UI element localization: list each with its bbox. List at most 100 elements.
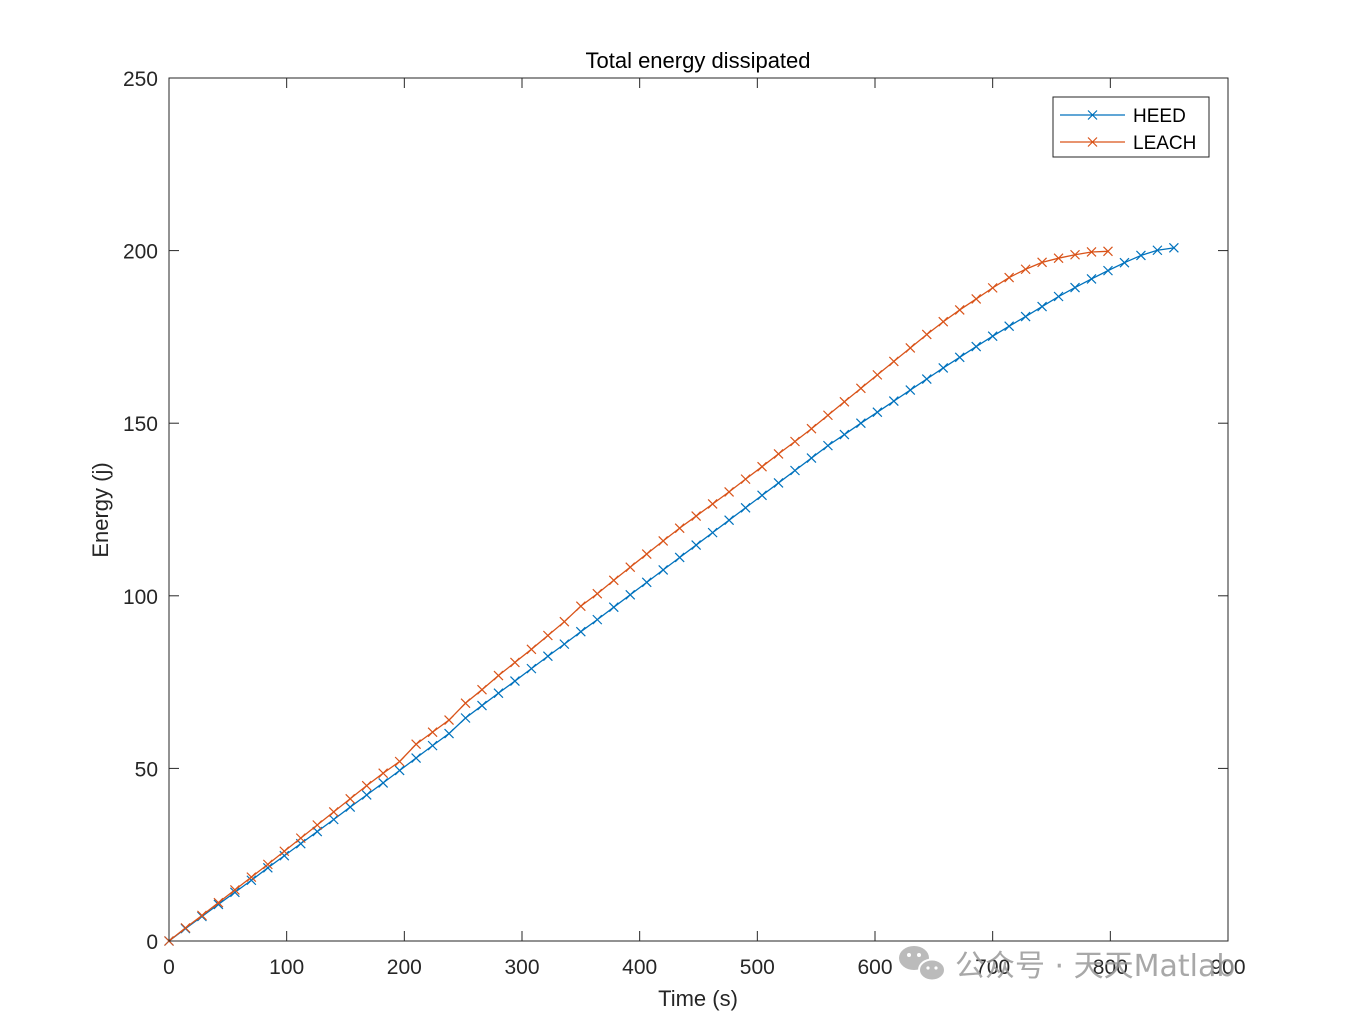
data-point-heed [905, 385, 916, 395]
data-point-heed [378, 777, 389, 788]
series-leach [164, 246, 1113, 946]
data-point-heed [559, 639, 570, 650]
data-point-leach [592, 588, 603, 599]
data-point-leach [444, 715, 454, 725]
legend-marker-sample [1087, 110, 1098, 120]
data-point-leach [740, 474, 751, 485]
x-tick-label: 800 [1093, 956, 1128, 979]
legend-label: LEACH [1133, 133, 1196, 154]
plot-area [169, 78, 1228, 941]
y-tick-label: 100 [123, 586, 158, 609]
data-point-heed [773, 477, 784, 488]
data-point-leach [477, 684, 487, 695]
data-point-leach [1020, 264, 1031, 275]
data-point-heed [526, 663, 537, 674]
data-point-heed [1152, 245, 1163, 256]
data-point-heed [855, 418, 866, 429]
data-point-leach [1103, 246, 1113, 257]
data-point-heed [262, 862, 273, 873]
y-tick-label: 250 [123, 68, 158, 91]
data-point-leach [229, 884, 240, 895]
data-point-heed [246, 875, 257, 886]
tick-layer: 0 100 200 300 400 500 600 700 800 900 0 50 100 150 200… [123, 68, 1246, 979]
data-point-leach [197, 910, 207, 921]
data-point-heed [921, 374, 932, 384]
data-point-heed [444, 728, 454, 739]
x-tick-label: 300 [504, 956, 539, 979]
data-point-leach [1004, 272, 1015, 283]
data-point-heed [1004, 321, 1015, 332]
data-point-leach [213, 897, 224, 908]
data-point-leach [625, 562, 636, 573]
data-point-heed [1037, 301, 1048, 312]
data-point-leach [773, 448, 784, 459]
data-point-heed [1020, 311, 1031, 322]
data-point-heed [872, 407, 883, 418]
data-point-leach [905, 343, 916, 353]
data-point-leach [971, 294, 982, 304]
data-point-heed [460, 713, 471, 723]
x-tick-label: 400 [622, 956, 657, 979]
data-point-leach [806, 423, 817, 434]
x-tick-label: 900 [1210, 956, 1245, 979]
legend-item-leach: LEACH [1060, 133, 1196, 154]
data-point-heed [575, 626, 586, 637]
data-point-heed [938, 363, 949, 373]
data-point-heed [691, 540, 702, 550]
data-point-leach [312, 820, 323, 830]
data-point-leach [707, 499, 718, 509]
data-point-heed [542, 651, 553, 662]
data-point-heed [279, 850, 290, 861]
data-point-leach [542, 630, 553, 641]
data-point-leach [641, 549, 652, 559]
series-layer [164, 242, 1179, 946]
data-point-heed [213, 899, 224, 910]
watermark: 公众号 · 天天Matlab [899, 946, 1235, 984]
data-point-heed [757, 490, 767, 501]
x-tick-label: 500 [740, 956, 775, 979]
data-point-leach [658, 535, 669, 546]
y-tick-label: 200 [123, 241, 158, 264]
data-point-leach [262, 859, 273, 870]
data-point-heed [740, 502, 751, 513]
data-point-leach [345, 793, 356, 804]
data-point-heed [888, 396, 899, 407]
data-point-leach [180, 922, 191, 933]
watermark-text: 公众号 · 天天Matlab [955, 949, 1235, 984]
data-point-leach [1086, 247, 1097, 257]
y-tick-label: 0 [146, 931, 158, 954]
data-point-heed [1168, 242, 1179, 253]
data-point-leach [938, 316, 949, 327]
data-point-leach [608, 575, 619, 586]
data-point-leach [559, 616, 570, 627]
data-point-heed [608, 602, 619, 613]
data-point-heed [493, 688, 504, 699]
legend: HEED LEACH [1052, 96, 1210, 158]
data-point-heed [592, 614, 603, 625]
legend-item-heed: HEED [1060, 106, 1186, 127]
data-point-leach [460, 698, 471, 709]
data-point-heed [1136, 250, 1146, 261]
data-point-heed [229, 887, 240, 898]
data-point-leach [526, 644, 537, 655]
data-point-heed [658, 564, 669, 575]
data-point-heed [1053, 291, 1064, 302]
data-point-heed [477, 700, 487, 711]
data-point-leach [872, 369, 883, 380]
x-tick-label: 100 [269, 956, 304, 979]
data-point-leach [954, 305, 965, 315]
data-point-heed [1070, 282, 1080, 293]
data-point-heed [1103, 265, 1113, 276]
data-point-leach [839, 396, 850, 407]
data-point-leach [888, 356, 899, 367]
data-point-heed [328, 814, 339, 825]
data-point-leach [493, 670, 504, 681]
data-point-heed [839, 429, 850, 440]
y-axis-title: Energy (j) [88, 462, 113, 557]
x-tick-label: 200 [387, 956, 422, 979]
data-point-heed [1119, 257, 1130, 268]
data-point-heed [707, 527, 718, 538]
legend-label: HEED [1133, 106, 1186, 127]
data-point-leach [394, 756, 405, 767]
